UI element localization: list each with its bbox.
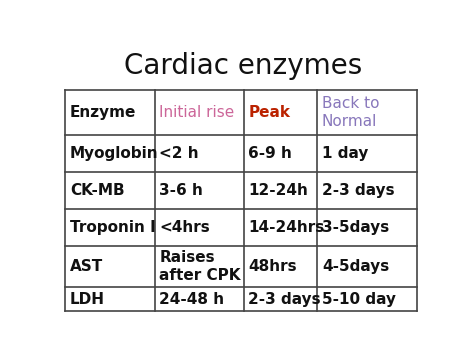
Text: 48hrs: 48hrs <box>248 259 297 274</box>
Text: 12-24h: 12-24h <box>248 183 308 198</box>
Text: 2-3 days: 2-3 days <box>322 183 394 198</box>
Text: 5-10 day: 5-10 day <box>322 291 396 306</box>
Text: Troponin I: Troponin I <box>70 220 156 235</box>
Text: Enzyme: Enzyme <box>70 105 137 120</box>
Text: 24-48 h: 24-48 h <box>159 291 224 306</box>
Text: 1 day: 1 day <box>322 146 368 161</box>
Text: Initial rise: Initial rise <box>159 105 235 120</box>
Text: Cardiac enzymes: Cardiac enzymes <box>124 52 362 80</box>
Text: <2 h: <2 h <box>159 146 199 161</box>
Text: 6-9 h: 6-9 h <box>248 146 292 161</box>
Text: LDH: LDH <box>70 291 105 306</box>
Text: 3-5days: 3-5days <box>322 220 389 235</box>
Text: Peak: Peak <box>248 105 291 120</box>
Text: Back to
Normal: Back to Normal <box>322 97 380 129</box>
Text: Raises
after CPK: Raises after CPK <box>159 251 241 283</box>
Text: 4-5days: 4-5days <box>322 259 389 274</box>
Text: CK-MB: CK-MB <box>70 183 125 198</box>
Text: <4hrs: <4hrs <box>159 220 210 235</box>
Text: 14-24hrs: 14-24hrs <box>248 220 325 235</box>
Text: 3-6 h: 3-6 h <box>159 183 203 198</box>
Text: Myoglobin: Myoglobin <box>70 146 159 161</box>
Text: AST: AST <box>70 259 103 274</box>
Text: 2-3 days: 2-3 days <box>248 291 321 306</box>
